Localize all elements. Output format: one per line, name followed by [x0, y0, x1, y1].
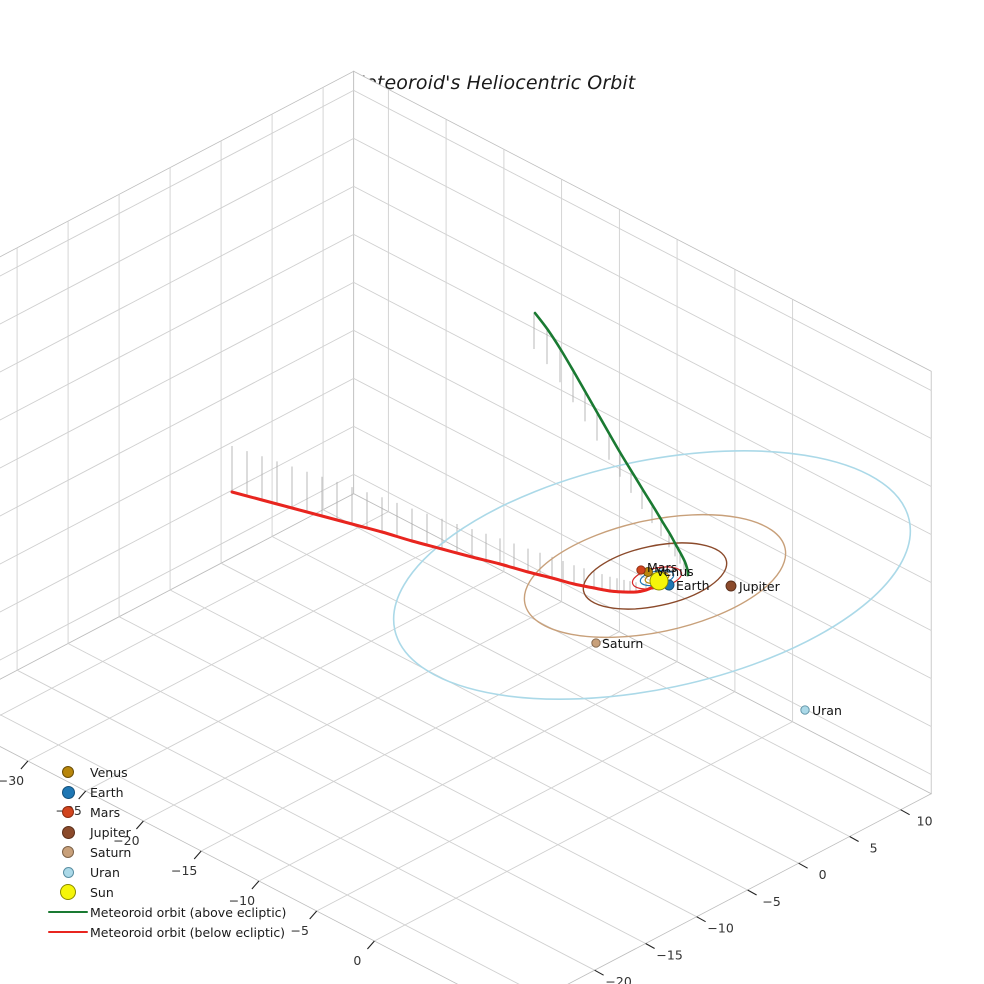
legend-item[interactable]: Mars [46, 802, 346, 822]
axis-tick-label: −10 [229, 893, 255, 908]
legend-marker-icon [61, 825, 75, 839]
axis-tick-label: −10 [707, 921, 733, 936]
legend-item-label: Sun [90, 884, 114, 900]
legend-swatch-line [46, 910, 90, 914]
legend-item-label: Uran [90, 864, 120, 880]
legend-item[interactable]: Venus [46, 762, 346, 782]
axis-tick-label: −5 [762, 894, 780, 909]
body-label-mars: Mars [647, 560, 677, 575]
legend-item[interactable]: Sun [46, 882, 346, 902]
legend-swatch-mars [46, 806, 90, 818]
body-label-jupiter: Jupiter [738, 579, 781, 594]
legend-marker-icon [62, 846, 74, 858]
axes-panes-group [0, 70, 933, 984]
legend-line-icon [48, 910, 88, 914]
axis-tick-label: 5 [870, 841, 878, 856]
body-marker-jupiter[interactable] [725, 580, 737, 592]
legend-item[interactable]: Jupiter [46, 822, 346, 842]
legend-item-label: Meteoroid orbit (above ecliptic) [90, 904, 287, 920]
legend-swatch-saturn [46, 846, 90, 858]
legend-item[interactable]: Saturn [46, 842, 346, 862]
legend-item-label: Meteoroid orbit (below ecliptic) [90, 924, 286, 940]
axis-tick-label: −20 [605, 974, 631, 984]
legend-swatch-sun [46, 884, 90, 900]
axis-tick-label: −15 [171, 863, 197, 878]
body-label-earth: Earth [676, 578, 710, 593]
legend-item-label: Jupiter [90, 824, 131, 840]
legend-item[interactable]: Meteoroid orbit (above ecliptic) [46, 902, 346, 922]
legend-item-label: Mars [90, 804, 121, 820]
trajectory-above-ecliptic [533, 311, 690, 577]
body-label-venus: Venus [656, 564, 694, 579]
legend-marker-icon [62, 766, 74, 778]
legend-marker-icon [62, 866, 74, 878]
axis-tick-label: 10 [917, 814, 933, 829]
legend-swatch-earth [46, 785, 90, 799]
legend-marker-icon [62, 806, 74, 818]
planet-orbits-group [392, 450, 912, 700]
legend-marker-icon [60, 884, 76, 900]
body-marker-mars[interactable] [636, 565, 646, 575]
axis-tick-label: 0 [819, 867, 827, 882]
body-label-saturn: Saturn [602, 636, 643, 651]
axis-tick-label: −30 [0, 773, 24, 788]
axis-ticks-group [20, 760, 910, 976]
body-marker-uran[interactable] [800, 705, 810, 715]
legend-item[interactable]: Earth [46, 782, 346, 802]
legend-item-label: Saturn [90, 844, 132, 860]
orbit-path-saturn [523, 513, 787, 639]
legend-swatch-line [46, 930, 90, 934]
page-title: Meteoroid's Heliocentric Orbit [348, 72, 636, 94]
legend-swatch-venus [46, 766, 90, 778]
legend-item-label: Earth [90, 784, 124, 800]
legend-item[interactable]: Meteoroid orbit (below ecliptic) [46, 922, 346, 942]
body-marker-sun[interactable] [649, 571, 669, 591]
axis-tick-label: −15 [656, 948, 682, 963]
body-marker-saturn[interactable] [591, 638, 601, 648]
legend-item[interactable]: Uran [46, 862, 346, 882]
axis-tick-label: −5 [290, 923, 308, 938]
axis-tick-label: −20 [113, 833, 139, 848]
orbit-path-jupiter [582, 542, 728, 610]
legend-swatch-uran [46, 866, 90, 878]
legend-line-icon [48, 930, 88, 934]
axis-tick-label: 0 [353, 953, 361, 968]
legend-marker-icon [61, 785, 75, 799]
orbit-path-uran [392, 450, 912, 700]
body-label-uran: Uran [812, 703, 842, 718]
stem-lines-group [231, 313, 688, 592]
legend-item-label: Venus [90, 764, 128, 780]
chart-legend: Venus Earth Mars Jupiter Saturn Uran Sun Meteor… [46, 762, 346, 942]
legend-swatch-jupiter [46, 825, 90, 839]
tick-labels-group: −35−30−25−20−15−10−501050−5−10−15−20−252… [0, 773, 933, 984]
